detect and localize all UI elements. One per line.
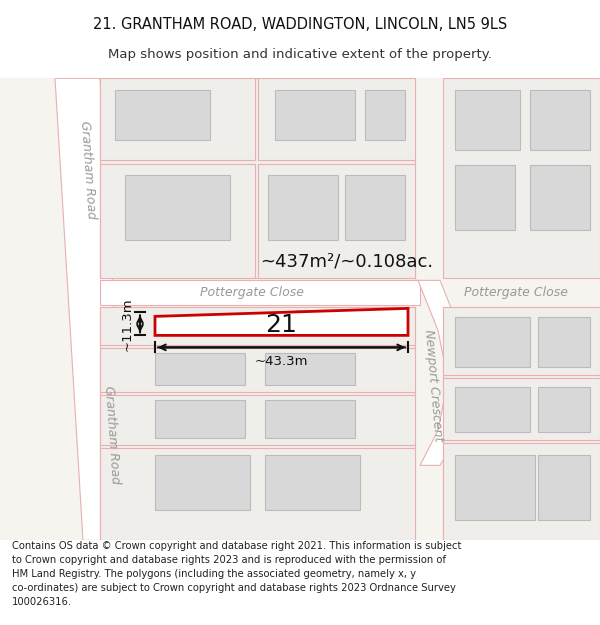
Polygon shape (100, 308, 415, 541)
Bar (155, 401, 245, 438)
Polygon shape (100, 164, 255, 278)
Bar (538, 318, 590, 368)
Bar (265, 401, 355, 438)
Polygon shape (443, 308, 600, 541)
Bar (530, 91, 590, 151)
Polygon shape (155, 308, 408, 336)
Text: Grantham Road: Grantham Road (78, 121, 98, 220)
Polygon shape (258, 164, 415, 278)
Bar (455, 318, 530, 368)
Bar (265, 456, 360, 511)
Polygon shape (258, 78, 415, 161)
Polygon shape (55, 78, 128, 541)
Bar (538, 388, 590, 432)
Polygon shape (443, 78, 600, 278)
Text: Newport Crescent: Newport Crescent (422, 329, 445, 442)
Polygon shape (100, 348, 415, 392)
Bar (115, 91, 210, 141)
Bar (155, 353, 245, 386)
Text: 21: 21 (266, 313, 298, 338)
Text: Map shows position and indicative extent of the property.: Map shows position and indicative extent… (108, 48, 492, 61)
Bar (265, 353, 355, 386)
Polygon shape (100, 78, 415, 278)
Text: ~437m²/~0.108ac.: ~437m²/~0.108ac. (260, 253, 433, 271)
Polygon shape (415, 281, 470, 466)
Text: ~11.3m: ~11.3m (121, 297, 134, 351)
Bar (365, 91, 405, 141)
Polygon shape (100, 396, 415, 446)
Bar (538, 456, 590, 521)
Bar (275, 91, 355, 141)
Polygon shape (100, 78, 255, 161)
Polygon shape (443, 443, 600, 541)
Text: ~43.3m: ~43.3m (255, 356, 308, 368)
Text: Contains OS data © Crown copyright and database right 2021. This information is : Contains OS data © Crown copyright and d… (12, 541, 461, 607)
Bar (530, 166, 590, 231)
Bar (345, 176, 405, 241)
Polygon shape (100, 448, 415, 541)
Polygon shape (100, 308, 415, 346)
Bar (455, 91, 520, 151)
Bar (455, 388, 530, 432)
Text: Pottergate Close: Pottergate Close (464, 286, 568, 299)
Bar (155, 456, 250, 511)
Polygon shape (100, 281, 420, 306)
Text: Pottergate Close: Pottergate Close (200, 286, 304, 299)
Bar (455, 166, 515, 231)
Bar (125, 176, 230, 241)
Bar (295, 311, 390, 332)
Bar (268, 176, 338, 241)
Bar (455, 456, 535, 521)
Polygon shape (443, 308, 600, 376)
Polygon shape (443, 378, 600, 441)
Text: 21. GRANTHAM ROAD, WADDINGTON, LINCOLN, LN5 9LS: 21. GRANTHAM ROAD, WADDINGTON, LINCOLN, … (93, 17, 507, 32)
Text: Grantham Road: Grantham Road (102, 386, 122, 485)
